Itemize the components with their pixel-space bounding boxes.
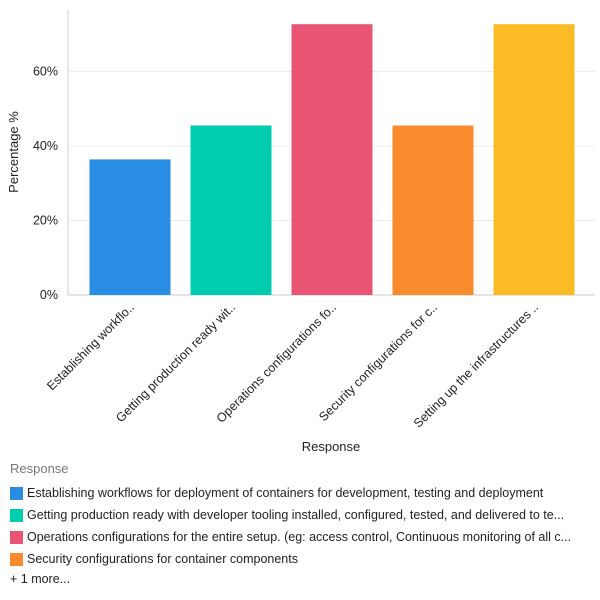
bar[interactable] [493, 24, 575, 295]
legend-item[interactable]: Establishing workflows for deployment of… [10, 482, 595, 504]
bar[interactable] [89, 159, 171, 295]
y-tick-label: 0% [40, 288, 58, 302]
legend-item[interactable]: Operations configurations for the entire… [10, 526, 595, 548]
legend-swatch [10, 486, 23, 500]
legend-item[interactable]: Getting production ready with developer … [10, 504, 595, 526]
bar[interactable] [291, 24, 373, 295]
bar[interactable] [190, 125, 272, 295]
legend-title: Response [10, 461, 69, 476]
y-tick-label: 40% [33, 139, 58, 153]
legend-swatch [10, 530, 23, 544]
y-tick-label: 60% [33, 65, 58, 79]
x-tick-label: Operations configurations fo.. [214, 300, 339, 425]
legend-label: Operations configurations for the entire… [27, 530, 572, 544]
legend-label: Establishing workflows for deployment of… [27, 486, 544, 500]
legend-more-link[interactable]: + 1 more... [10, 572, 71, 586]
legend-label: Getting production ready with developer … [27, 508, 565, 522]
bar-chart: Establishing workflo..Getting production… [6, 10, 595, 454]
legend: Response Establishing workflows for depl… [10, 461, 595, 586]
y-axis-title: Percentage % [6, 111, 21, 193]
y-tick-label: 20% [33, 214, 58, 228]
legend-swatch [10, 508, 23, 522]
x-tick-label: Getting production ready wit.. [113, 300, 238, 425]
legend-label: Security configurations for container co… [27, 552, 298, 566]
legend-swatch [10, 552, 23, 566]
x-tick-label: Establishing workflo.. [44, 300, 137, 393]
legend-item[interactable]: Security configurations for container co… [10, 548, 595, 570]
x-tick-label: Security configurations for c.. [316, 300, 440, 424]
x-axis-title: Response [302, 439, 361, 454]
bar[interactable] [392, 125, 474, 295]
